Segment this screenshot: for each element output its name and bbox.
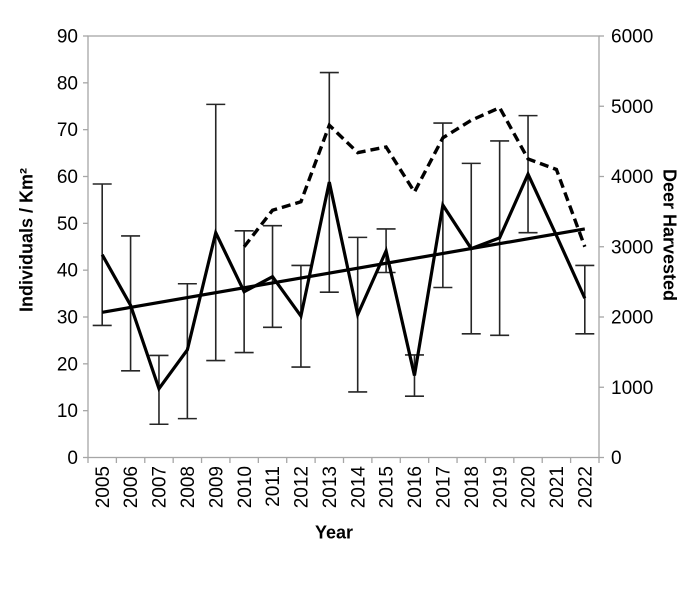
x-axis-year-label: 2005 xyxy=(93,466,114,508)
x-axis-year-label: 2009 xyxy=(206,466,227,508)
left-axis-tick-label: 60 xyxy=(57,167,78,188)
trend-line xyxy=(101,227,586,314)
x-axis-year-label: 2012 xyxy=(292,466,313,508)
x-axis-year-label: 2010 xyxy=(235,466,256,508)
x-axis-year-label: 2019 xyxy=(490,466,511,508)
x-axis-year-label: 2014 xyxy=(348,466,369,509)
left-axis-tick-label: 10 xyxy=(57,401,78,422)
right-axis-tick-label: 6000 xyxy=(611,27,653,48)
left-axis-tick-label: 40 xyxy=(57,261,78,282)
x-axis-year-label: 2015 xyxy=(377,466,398,508)
left-axis-tick-label: 90 xyxy=(57,27,78,48)
right-axis-tick-label: 1000 xyxy=(611,378,653,399)
x-axis-year-label: 2022 xyxy=(575,466,596,508)
x-axis-year-label: 2007 xyxy=(150,466,171,508)
left-axis-tick-label: 80 xyxy=(57,73,78,94)
left-axis-tick-label: 70 xyxy=(57,120,78,141)
x-axis-year-label: 2018 xyxy=(462,466,483,508)
x-axis-year-label: 2013 xyxy=(320,466,341,508)
left-axis-tick-label: 20 xyxy=(57,354,78,375)
right-axis-tick-label: 5000 xyxy=(611,97,653,118)
left-axis-tick-label: 30 xyxy=(57,308,78,329)
right-axis-tick-label: 3000 xyxy=(611,237,653,258)
x-axis-year-label: 2020 xyxy=(519,466,540,508)
x-axis-year-label: 2011 xyxy=(263,466,284,507)
left-axis-tick-label: 0 xyxy=(67,448,78,469)
x-axis-title: Year xyxy=(314,522,354,543)
x-axis-year-label: 2008 xyxy=(178,466,199,508)
left-axis-title: Individuals / Km² xyxy=(16,167,37,313)
dashed-series-line xyxy=(242,105,587,248)
left-axis-tick-label: 50 xyxy=(57,214,78,235)
x-axis-year-label: 2006 xyxy=(121,466,142,508)
x-axis-year-label: 2016 xyxy=(405,466,426,508)
x-axis-year-label: 2017 xyxy=(434,466,455,508)
right-axis-tick-label: 2000 xyxy=(611,308,653,329)
right-axis-tick-label: 4000 xyxy=(611,167,653,188)
solid-series-line xyxy=(100,170,587,393)
right-axis-title: Deer Harvested xyxy=(659,168,680,302)
x-axis-year-label: 2021 xyxy=(547,466,568,508)
right-axis-tick-label: 0 xyxy=(611,448,622,469)
